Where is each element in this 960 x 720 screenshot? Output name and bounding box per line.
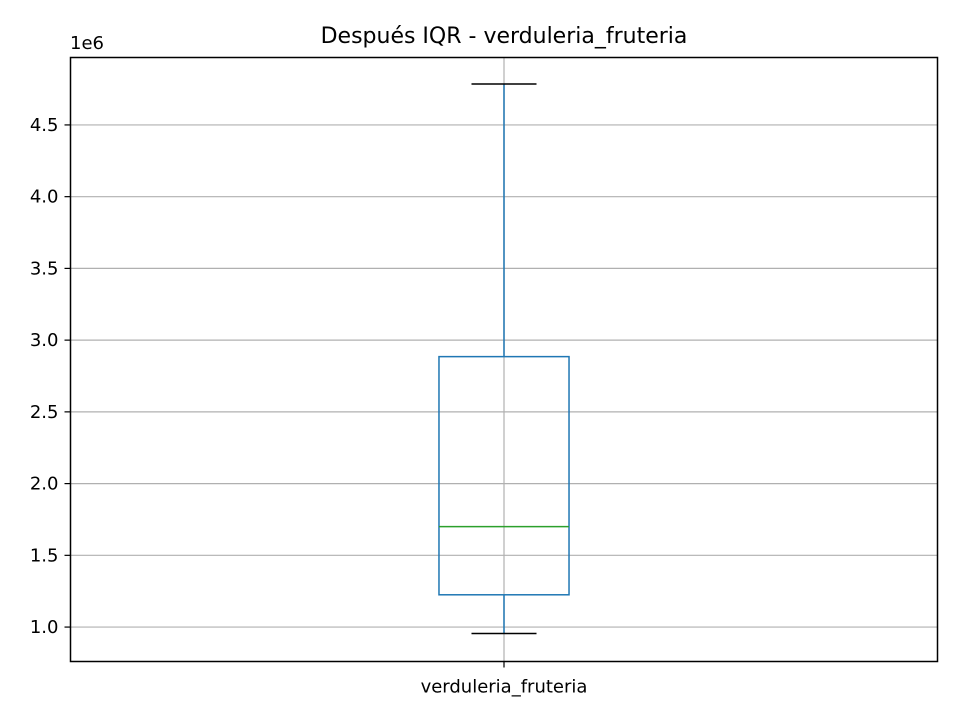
y-tick-label: 2.0 — [30, 474, 59, 495]
x-tick-label: verduleria_fruteria — [421, 677, 588, 698]
y-axis: 1.0 1.5 2.0 2.5 3.0 3.5 4.0 4.5 — [30, 115, 71, 638]
chart-title: Después IQR - verduleria_fruteria — [321, 24, 688, 49]
y-tick-label: 1.0 — [30, 617, 59, 638]
y-tick-label: 2.5 — [30, 402, 59, 423]
y-tick-label: 4.0 — [30, 187, 59, 208]
iqr-box — [438, 355, 570, 596]
y-axis-offset-label: 1e6 — [70, 33, 104, 54]
box-plot — [438, 83, 570, 635]
y-tick-label: 3.0 — [30, 330, 59, 351]
y-tick-label: 4.5 — [30, 115, 59, 136]
y-tick-label: 3.5 — [30, 258, 59, 279]
y-tick-label: 1.5 — [30, 545, 59, 566]
x-axis: verduleria_fruteria — [421, 661, 588, 698]
